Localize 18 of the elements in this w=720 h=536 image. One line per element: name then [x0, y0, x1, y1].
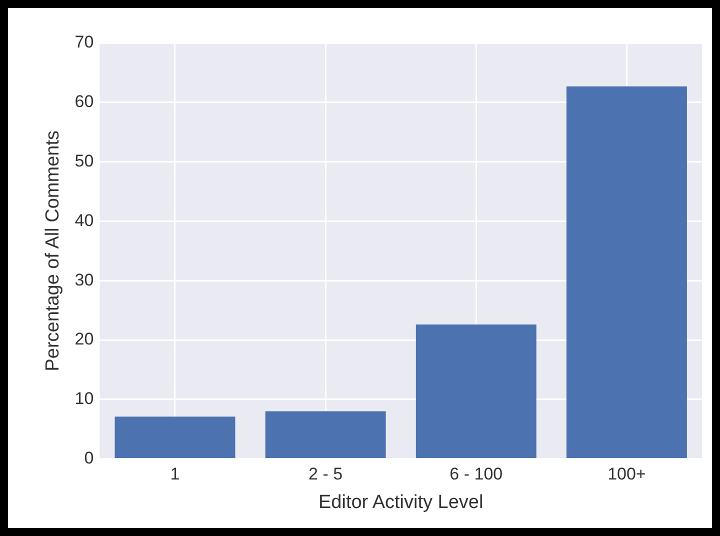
x-tick-label: 1: [170, 464, 180, 484]
y-tick-label: 40: [74, 210, 94, 230]
y-tick-label: 0: [84, 448, 94, 468]
bar: [114, 416, 236, 458]
y-tick-label: 30: [74, 270, 94, 290]
y-tick-label: 10: [74, 389, 94, 408]
bar: [566, 86, 687, 458]
y-tick-label: 20: [74, 330, 94, 349]
y-axis-title: Percentage of All Comments: [42, 130, 64, 372]
y-tick-label: 70: [74, 32, 94, 52]
bar: [265, 411, 386, 458]
y-tick-label: 50: [74, 151, 94, 170]
y-tick-label: 60: [74, 92, 94, 112]
x-tick-label: 2 - 5: [308, 464, 343, 484]
x-axis-title: Editor Activity Level: [318, 492, 484, 513]
x-tick-label: 100+: [608, 464, 646, 484]
x-tick-label: 6 - 100: [450, 464, 503, 484]
bar: [416, 324, 536, 458]
